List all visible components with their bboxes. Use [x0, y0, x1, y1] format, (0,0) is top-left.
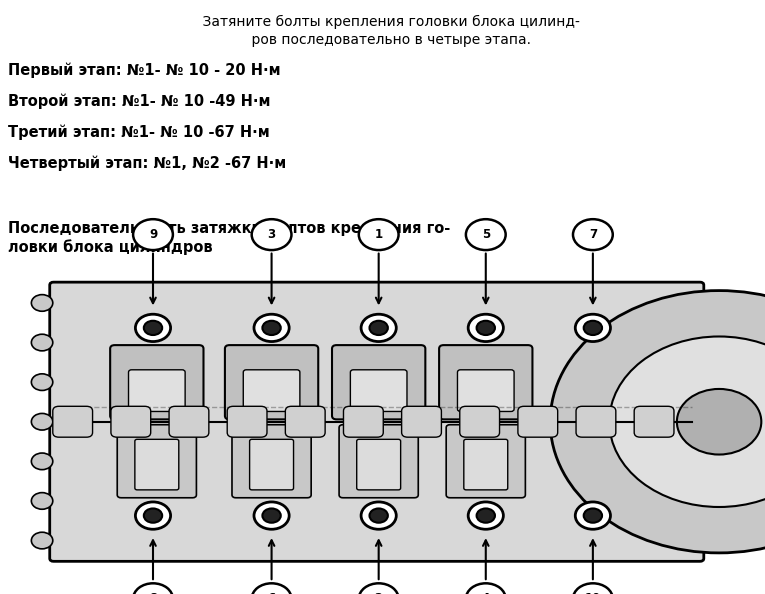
Circle shape [466, 583, 506, 594]
Circle shape [254, 502, 289, 529]
Circle shape [369, 321, 388, 335]
Circle shape [550, 290, 765, 553]
Circle shape [31, 413, 53, 430]
FancyBboxPatch shape [339, 425, 418, 498]
FancyBboxPatch shape [343, 406, 383, 437]
FancyBboxPatch shape [53, 406, 93, 437]
FancyBboxPatch shape [135, 440, 179, 490]
FancyBboxPatch shape [439, 345, 532, 419]
FancyBboxPatch shape [169, 406, 209, 437]
FancyBboxPatch shape [285, 406, 325, 437]
Circle shape [468, 502, 503, 529]
Text: Последовательность затяжки болтов крепления го-: Последовательность затяжки болтов крепле… [8, 220, 450, 235]
Circle shape [466, 219, 506, 250]
Text: 10: 10 [584, 592, 601, 594]
Circle shape [31, 492, 53, 509]
Circle shape [144, 321, 162, 335]
Circle shape [573, 219, 613, 250]
Circle shape [573, 583, 613, 594]
FancyBboxPatch shape [350, 370, 407, 412]
FancyBboxPatch shape [634, 406, 674, 437]
Circle shape [262, 508, 281, 523]
Circle shape [252, 583, 291, 594]
Circle shape [677, 389, 761, 454]
Circle shape [361, 502, 396, 529]
FancyBboxPatch shape [129, 370, 185, 412]
Circle shape [262, 321, 281, 335]
FancyBboxPatch shape [111, 406, 151, 437]
Text: 9: 9 [149, 228, 157, 241]
FancyBboxPatch shape [227, 406, 267, 437]
Circle shape [135, 314, 171, 342]
Text: Третий этап: №1- № 10 -67 Н·м: Третий этап: №1- № 10 -67 Н·м [8, 124, 269, 140]
FancyBboxPatch shape [243, 370, 300, 412]
FancyBboxPatch shape [464, 440, 508, 490]
FancyBboxPatch shape [460, 406, 500, 437]
Circle shape [31, 295, 53, 311]
FancyBboxPatch shape [402, 406, 441, 437]
FancyBboxPatch shape [446, 425, 526, 498]
Text: 6: 6 [268, 592, 275, 594]
Text: ловки блока цилиндров: ловки блока цилиндров [8, 239, 212, 254]
Circle shape [254, 314, 289, 342]
Text: 7: 7 [589, 228, 597, 241]
Circle shape [252, 219, 291, 250]
FancyBboxPatch shape [332, 345, 425, 419]
Circle shape [133, 219, 173, 250]
Circle shape [584, 508, 602, 523]
Circle shape [31, 532, 53, 549]
Text: 1: 1 [375, 228, 382, 241]
FancyBboxPatch shape [50, 282, 704, 561]
Circle shape [369, 508, 388, 523]
Text: Четвертый этап: №1, №2 -67 Н·м: Четвертый этап: №1, №2 -67 Н·м [8, 155, 286, 170]
Circle shape [135, 502, 171, 529]
Text: 2: 2 [375, 592, 382, 594]
FancyBboxPatch shape [249, 440, 294, 490]
FancyBboxPatch shape [110, 345, 203, 419]
FancyBboxPatch shape [225, 345, 318, 419]
Text: Затяните болты крепления головки блока цилинд-: Затяните болты крепления головки блока ц… [185, 15, 580, 29]
Text: 5: 5 [482, 228, 490, 241]
FancyBboxPatch shape [232, 425, 311, 498]
FancyBboxPatch shape [576, 406, 616, 437]
Circle shape [144, 508, 162, 523]
FancyBboxPatch shape [457, 370, 514, 412]
Text: 8: 8 [149, 592, 157, 594]
Circle shape [477, 508, 495, 523]
Circle shape [359, 219, 399, 250]
Text: ров последовательно в четыре этапа.: ров последовательно в четыре этапа. [234, 33, 531, 47]
Circle shape [575, 502, 610, 529]
FancyBboxPatch shape [518, 406, 558, 437]
FancyBboxPatch shape [117, 425, 197, 498]
Circle shape [31, 334, 53, 351]
Text: 4: 4 [482, 592, 490, 594]
Text: Первый этап: №1- № 10 - 20 Н·м: Первый этап: №1- № 10 - 20 Н·м [8, 62, 280, 78]
Circle shape [133, 583, 173, 594]
Text: 3: 3 [268, 228, 275, 241]
Circle shape [31, 374, 53, 390]
Circle shape [31, 453, 53, 470]
Circle shape [584, 321, 602, 335]
Circle shape [609, 336, 765, 507]
Circle shape [361, 314, 396, 342]
Circle shape [468, 314, 503, 342]
Circle shape [477, 321, 495, 335]
Text: Второй этап: №1- № 10 -49 Н·м: Второй этап: №1- № 10 -49 Н·м [8, 93, 270, 109]
FancyBboxPatch shape [356, 440, 401, 490]
Circle shape [575, 314, 610, 342]
Circle shape [359, 583, 399, 594]
